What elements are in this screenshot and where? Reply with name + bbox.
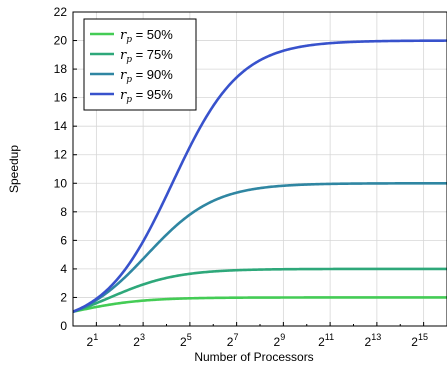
series-line [72, 39, 447, 313]
x-tick-label: 215 [411, 332, 428, 349]
legend-label: rp = 90% [120, 67, 173, 85]
y-tick-label: 2 [60, 290, 67, 304]
x-tick-label: 213 [365, 332, 382, 349]
y-tick-label: 4 [60, 262, 67, 276]
x-tick-label: 29 [274, 332, 286, 349]
x-tick-label: 211 [318, 332, 334, 349]
axis-ticks: 0 2 4 6 8 10 12 14 16 18 20 22 21 23 25 27 29 211 213 215 [54, 5, 428, 349]
y-tick-label: 0 [60, 319, 67, 333]
y-tick-label: 10 [54, 176, 68, 190]
series-line [72, 296, 447, 314]
series-line [72, 267, 447, 313]
series-line [72, 181, 447, 313]
x-tick-label: 21 [87, 332, 99, 349]
y-tick-label: 22 [54, 5, 68, 19]
y-tick-label: 16 [54, 91, 68, 105]
legend-label: rp = 75% [120, 47, 173, 65]
legend-label: rp = 95% [120, 87, 173, 105]
y-tick-label: 6 [60, 233, 67, 247]
series-lines [72, 39, 447, 314]
y-tick-label: 20 [54, 34, 68, 48]
y-tick-label: 18 [54, 62, 68, 76]
y-tick-label: 14 [54, 119, 68, 133]
x-axis-title: Number of Processors [194, 350, 313, 364]
x-tick-label: 27 [227, 332, 239, 349]
legend: rp = 50% rp = 75% rp = 90% rp = 95% [83, 18, 197, 111]
y-axis-title: Speedup [7, 145, 21, 193]
x-tick-label: 23 [133, 332, 145, 349]
x-tick-label: 25 [180, 332, 192, 349]
legend-label: rp = 50% [120, 27, 173, 45]
y-tick-label: 8 [60, 205, 67, 219]
y-tick-label: 12 [54, 148, 68, 162]
